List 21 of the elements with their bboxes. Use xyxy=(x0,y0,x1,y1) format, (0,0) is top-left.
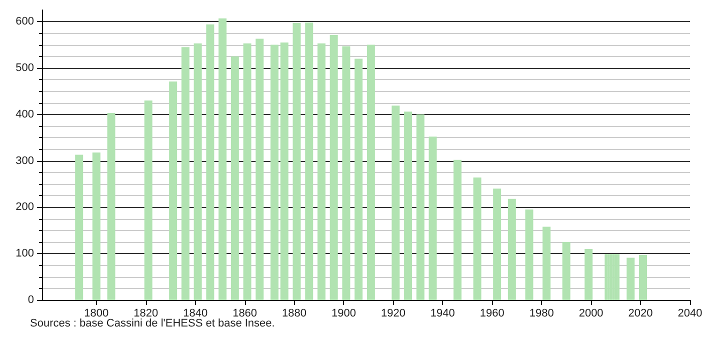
x-tick-label: 1860 xyxy=(232,308,258,320)
y-tick-label: 500 xyxy=(16,62,34,74)
x-tick-label: 1840 xyxy=(183,308,208,320)
x-tick-label: 1820 xyxy=(134,308,158,320)
x-tick-label: 1900 xyxy=(332,308,356,320)
x-tick-label: 1920 xyxy=(380,308,406,320)
y-tick-label: 600 xyxy=(16,16,34,28)
x-tick-label: 1880 xyxy=(282,308,307,320)
x-tick-label: 1800 xyxy=(84,308,109,320)
y-tick-label: 0 xyxy=(28,294,34,306)
x-tick-label: 1980 xyxy=(529,308,554,320)
y-tick-label: 300 xyxy=(16,154,34,167)
y-tick-label: 200 xyxy=(16,201,34,214)
y-tick-label: 100 xyxy=(16,248,34,260)
x-tick-label: 1960 xyxy=(480,308,504,320)
x-tick-label: 1940 xyxy=(430,308,455,320)
x-tick-label: 2020 xyxy=(628,308,653,320)
source-note: Sources : base Cassini de l'EHESS et base Insee. xyxy=(30,318,275,330)
x-tick-label: 2040 xyxy=(678,308,702,320)
x-tick-label: 2000 xyxy=(578,308,604,320)
y-tick-label: 400 xyxy=(16,108,34,120)
